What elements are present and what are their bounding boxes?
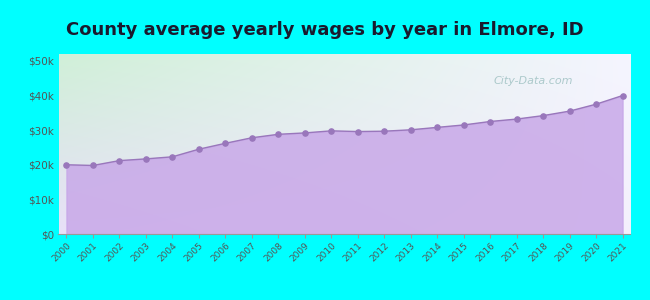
Point bbox=[564, 109, 575, 113]
Point bbox=[194, 147, 204, 152]
Text: City-Data.com: City-Data.com bbox=[493, 76, 573, 86]
Point bbox=[352, 129, 363, 134]
Point bbox=[273, 132, 283, 137]
Point bbox=[167, 154, 177, 159]
Point bbox=[140, 157, 151, 161]
Point bbox=[326, 128, 337, 133]
Point bbox=[88, 163, 98, 168]
Point bbox=[379, 129, 389, 134]
Point bbox=[432, 125, 443, 130]
Text: County average yearly wages by year in Elmore, ID: County average yearly wages by year in E… bbox=[66, 21, 584, 39]
Point bbox=[300, 130, 310, 135]
Point bbox=[458, 123, 469, 128]
Point bbox=[485, 119, 495, 124]
Point bbox=[591, 102, 601, 106]
Point bbox=[61, 162, 72, 167]
Point bbox=[538, 113, 549, 118]
Point bbox=[114, 158, 125, 163]
Point bbox=[406, 128, 416, 132]
Point bbox=[618, 93, 628, 98]
Point bbox=[246, 135, 257, 140]
Point bbox=[220, 141, 231, 146]
Point bbox=[512, 117, 522, 122]
